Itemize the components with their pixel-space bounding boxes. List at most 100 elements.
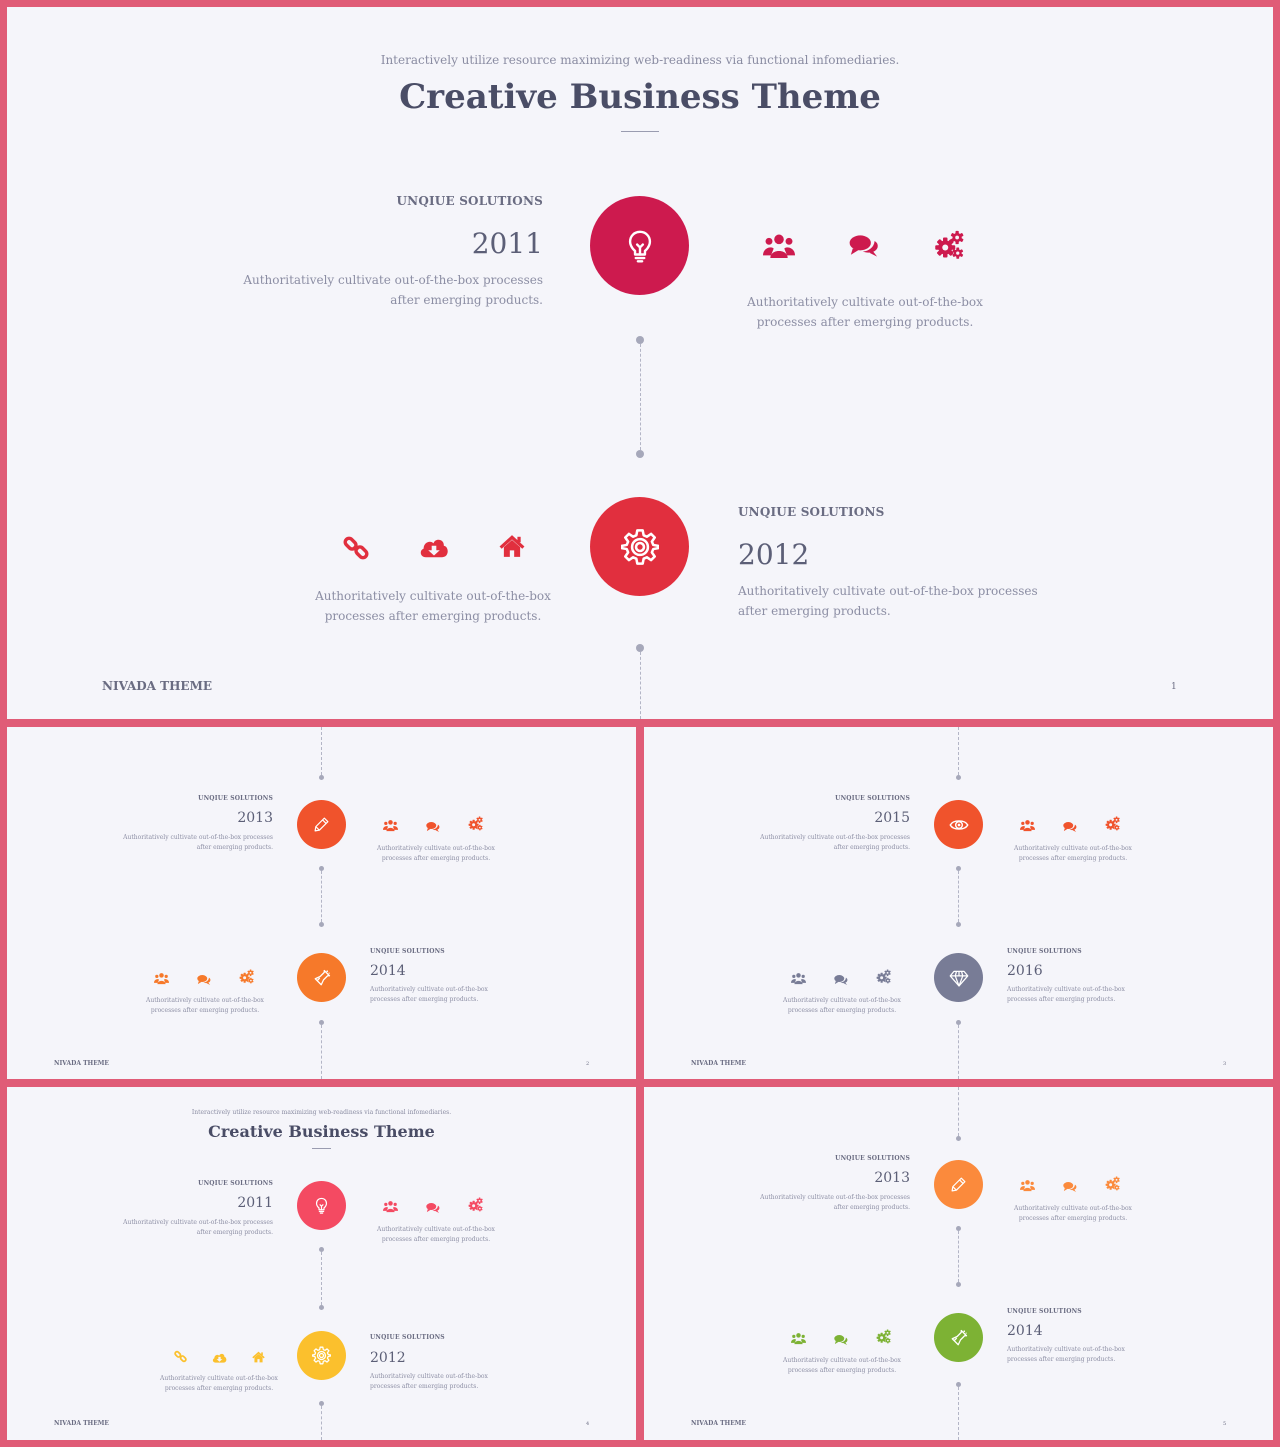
chat-icon — [426, 818, 440, 837]
connector-line — [321, 1406, 322, 1440]
timeline-node-2012 — [297, 1331, 346, 1380]
icons-description: Authoritatively cultivate out-of-the-box… — [1014, 845, 1132, 862]
gears-icon — [239, 969, 254, 988]
home-icon — [499, 534, 525, 558]
home-icon — [252, 1348, 265, 1367]
users-icon — [154, 970, 169, 989]
page-number: 2 — [586, 1061, 590, 1067]
gear-icon — [312, 1346, 331, 1365]
chat-icon — [197, 971, 211, 990]
item-year: 2016 — [1007, 963, 1043, 979]
diamond-icon — [949, 968, 969, 988]
item-label: UNQIUE SOLUTIONS — [738, 505, 885, 519]
title-underline — [312, 1148, 331, 1149]
users-icon — [1020, 1177, 1035, 1196]
pencil-icon — [950, 1176, 967, 1193]
gears-icon — [468, 1197, 483, 1216]
connector-dot — [956, 1382, 961, 1387]
gears-icon — [876, 1329, 891, 1348]
item-description: Authoritatively cultivate out-of-the-box… — [123, 834, 273, 851]
pencil-icon — [313, 816, 330, 833]
connector-line — [958, 727, 959, 775]
page-number: 3 — [1223, 1061, 1227, 1067]
item-description: Authoritatively cultivate out-of-the-box… — [370, 986, 488, 1003]
connector-dot — [319, 922, 324, 927]
connector-dot — [319, 1401, 324, 1406]
connector-dot — [956, 866, 961, 871]
gears-icon — [876, 969, 891, 988]
icons-description: Authoritatively cultivate out-of-the-box… — [377, 1226, 495, 1243]
connector-line — [958, 1087, 959, 1136]
connector-line — [321, 1025, 322, 1079]
icons-description: Authoritatively cultivate out-of-the-box… — [1014, 1205, 1132, 1222]
icons-description: Authoritatively cultivate out-of-the-box… — [377, 845, 495, 862]
connector-dot — [956, 1226, 961, 1231]
item-year: 2011 — [237, 1195, 273, 1211]
timeline-node-2013 — [297, 800, 346, 849]
item-label: UNQIUE SOLUTIONS — [1007, 948, 1082, 955]
flask-icon — [313, 969, 331, 987]
connector-line — [958, 1231, 959, 1282]
item-year: 2014 — [370, 963, 406, 979]
gear-icon — [621, 528, 659, 566]
users-icon — [383, 817, 398, 836]
item-year: 2012 — [370, 1350, 406, 1366]
icons-description: Authoritatively cultivate out-of-the-box… — [160, 1375, 278, 1392]
timeline-node-2015 — [934, 800, 983, 849]
cloud-download-icon — [419, 536, 449, 560]
eye-icon — [949, 815, 969, 835]
slide-title: Creative Business Theme — [399, 77, 881, 117]
icons-description: Authoritatively cultivate out-of-the-box… — [747, 295, 983, 329]
slide-1: Interactively utilize resource maximizin… — [7, 7, 1273, 719]
connector-line — [321, 871, 322, 922]
connector-dot — [319, 775, 324, 780]
item-description: Authoritatively cultivate out-of-the-box… — [123, 1219, 273, 1236]
footer-brand: NIVADA THEME — [54, 1060, 110, 1067]
users-icon — [763, 232, 795, 260]
users-icon — [383, 1198, 398, 1217]
connector-dot — [636, 336, 644, 344]
item-label: UNQIUE SOLUTIONS — [835, 795, 910, 802]
item-label: UNQIUE SOLUTIONS — [396, 194, 543, 208]
item-label: UNQIUE SOLUTIONS — [370, 1334, 445, 1341]
timeline-node-2014 — [934, 1313, 983, 1362]
connector-dot — [956, 1282, 961, 1287]
item-label: UNQIUE SOLUTIONS — [198, 795, 273, 802]
connector-dot — [956, 775, 961, 780]
item-label: UNQIUE SOLUTIONS — [370, 948, 445, 955]
timeline-node-2011 — [297, 1181, 346, 1230]
flask-icon — [950, 1329, 968, 1347]
item-label: UNQIUE SOLUTIONS — [835, 1155, 910, 1162]
slide-4: Interactively utilize resource maximizin… — [7, 1087, 636, 1440]
chat-icon — [834, 1331, 848, 1350]
timeline-node-2016 — [934, 953, 983, 1002]
item-label: UNQIUE SOLUTIONS — [1007, 1308, 1082, 1315]
item-year: 2011 — [471, 227, 543, 260]
gears-icon — [934, 230, 964, 260]
chat-icon — [1063, 1178, 1077, 1197]
connector-dot — [319, 866, 324, 871]
connector-dot — [636, 450, 644, 458]
icons-description: Authoritatively cultivate out-of-the-box… — [783, 997, 901, 1014]
timeline-node-2012 — [590, 497, 689, 596]
item-year: 2015 — [874, 810, 910, 826]
item-description: Authoritatively cultivate out-of-the-box… — [1007, 986, 1125, 1003]
footer-brand: NIVADA THEME — [54, 1420, 110, 1427]
users-icon — [791, 970, 806, 989]
connector-line — [958, 1387, 959, 1440]
chat-icon — [1063, 818, 1077, 837]
timeline-node-2011 — [590, 196, 689, 295]
connector-dot — [956, 1136, 961, 1141]
item-label: UNQIUE SOLUTIONS — [198, 1180, 273, 1187]
timeline-node-2014 — [297, 953, 346, 1002]
page-number: 4 — [586, 1421, 590, 1427]
connector-line — [640, 652, 641, 719]
slide-title: Creative Business Theme — [208, 1122, 435, 1141]
gears-icon — [1105, 1176, 1120, 1195]
slide-2: UNQIUE SOLUTIONS 2013 Authoritatively cu… — [7, 727, 636, 1079]
icons-description: Authoritatively cultivate out-of-the-box… — [315, 589, 551, 623]
chat-icon — [849, 233, 879, 259]
page-number: 1 — [1171, 682, 1177, 692]
item-year: 2012 — [738, 538, 810, 571]
page-number: 5 — [1223, 1421, 1227, 1427]
